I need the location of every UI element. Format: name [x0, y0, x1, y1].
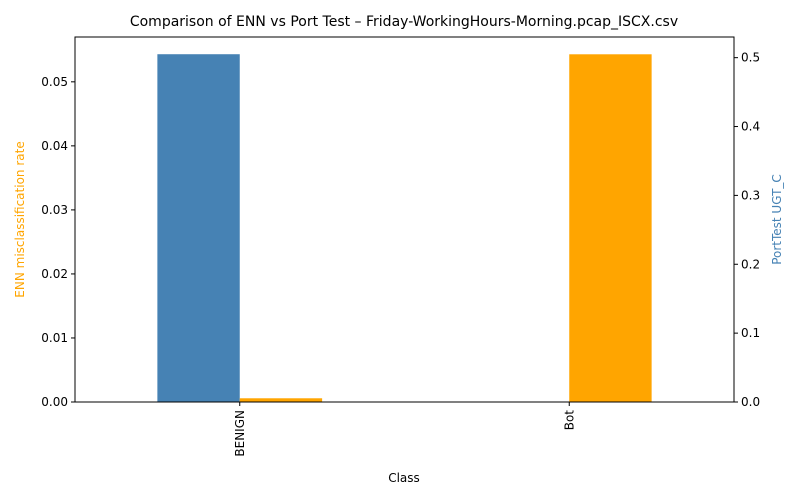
right-y-tick-label: 0.2: [741, 257, 760, 271]
x-tick-label-benign: BENIGN: [233, 410, 247, 457]
bar-porttest-benign: [157, 54, 240, 402]
bar-enn-bot: [569, 54, 652, 402]
right-y-tick-label: 0.3: [741, 188, 760, 202]
x-axis-title: Class: [388, 471, 420, 485]
left-y-tick-label: 0.05: [41, 75, 68, 89]
left-y-axis: 0.00 0.01 0.02 0.03 0.04 0.05: [41, 75, 75, 409]
right-y-tick-label: 0.4: [741, 120, 760, 134]
left-y-tick-label: 0.03: [41, 203, 68, 217]
right-y-tick-label: 0.1: [741, 326, 760, 340]
left-y-axis-title: ENN misclassification rate: [13, 141, 27, 297]
left-y-tick-label: 0.00: [41, 395, 68, 409]
right-y-axis: 0.0 0.1 0.2 0.3 0.4 0.5: [734, 51, 760, 409]
right-y-tick-label: 0.0: [741, 395, 760, 409]
x-axis: BENIGN Bot: [233, 402, 576, 457]
right-y-axis-title: PortTest UGT_C: [770, 174, 784, 265]
left-y-tick-label: 0.04: [41, 139, 68, 153]
right-y-tick-label: 0.5: [741, 51, 760, 65]
chart-title: Comparison of ENN vs Port Test – Friday-…: [130, 14, 678, 30]
x-tick-label-bot: Bot: [562, 410, 576, 431]
left-y-tick-label: 0.01: [41, 331, 68, 345]
left-y-tick-label: 0.02: [41, 267, 68, 281]
bar-enn-benign: [239, 398, 323, 402]
bars-group: [157, 54, 652, 402]
plot-frame: [74, 36, 735, 403]
